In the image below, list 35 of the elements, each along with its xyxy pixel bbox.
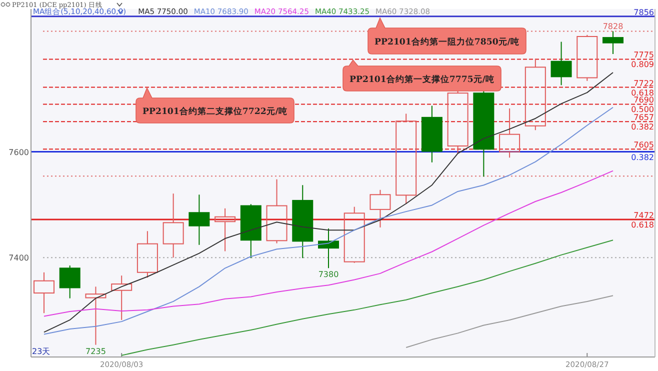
annotation: 7828: [602, 22, 624, 32]
annotation: 23天: [32, 347, 50, 356]
ref-line-label: 7722 0.618: [631, 78, 654, 98]
annotation: 7380: [318, 270, 339, 280]
ref-line-label: 7690 0.500: [631, 96, 654, 114]
line-series: [121, 240, 614, 356]
candlestick: [85, 286, 106, 346]
candlestick: [162, 193, 184, 258]
line-series: [406, 295, 614, 348]
candlestick: [550, 41, 572, 86]
ref-line-label: 7605: [634, 140, 654, 150]
line-series: [44, 170, 614, 317]
candlestick: [421, 105, 442, 163]
y-tick-label: 7400: [8, 254, 29, 263]
annotation: PP2101合约第二支撑位7722元/吨: [142, 106, 288, 117]
callout-box: PP2101合约第一阻力位7850元/吨: [368, 18, 526, 54]
callout-box: PP2101合约第二支撑位7722元/吨: [136, 88, 294, 124]
annotation: 7235: [86, 346, 106, 356]
candlestick: [266, 178, 288, 244]
annotation: PP2101合约第一阻力位7850元/吨: [374, 36, 520, 48]
candlestick: [292, 184, 314, 259]
annotation: PP2101合约第一支撑位7775元/吨: [350, 74, 494, 85]
ref-line-label: 7775 0.809: [631, 50, 654, 70]
ref-line-label: 7472 0.618: [631, 210, 654, 230]
callout-box: PP2101合约第一支撑位7775元/吨: [342, 60, 502, 92]
candlestick: [602, 30, 624, 54]
candlestick: [188, 194, 210, 246]
candlestick: [34, 272, 54, 314]
ref-line-label: 7856: [634, 8, 654, 17]
annotation: 0.382: [631, 152, 654, 162]
ref-line-label: 7657 0.382: [631, 113, 654, 132]
candlestick: [111, 275, 132, 320]
y-tick-label: 7600: [8, 148, 29, 157]
candlestick: [318, 228, 339, 269]
candlestick: [214, 208, 236, 252]
